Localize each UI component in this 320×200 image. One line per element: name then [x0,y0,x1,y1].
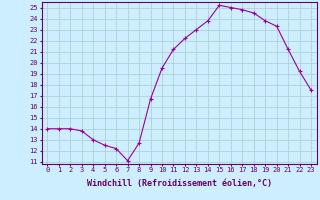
X-axis label: Windchill (Refroidissement éolien,°C): Windchill (Refroidissement éolien,°C) [87,179,272,188]
